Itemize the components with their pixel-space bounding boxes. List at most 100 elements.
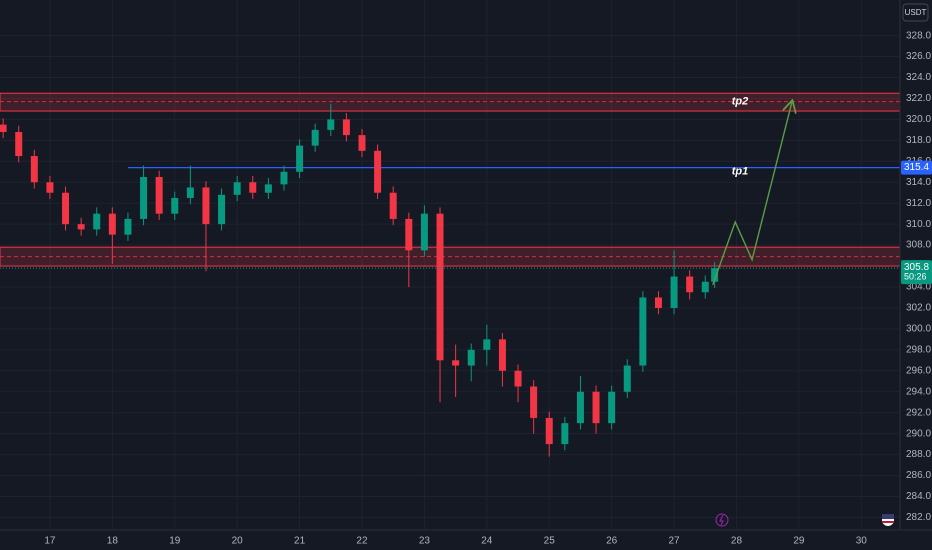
candle-body: [452, 360, 460, 366]
candle-body: [46, 182, 54, 193]
candle-body: [77, 224, 85, 230]
candle-body: [0, 124, 7, 132]
candle-body: [202, 187, 210, 225]
flag-part: [882, 521, 894, 523]
candle-body: [233, 182, 241, 195]
level-line-label: tp1: [732, 165, 749, 177]
candle-body: [654, 297, 662, 308]
plot-area: tp2 tp1: [0, 92, 901, 457]
y-tick-label: 290.0: [906, 428, 931, 439]
candle-body: [358, 135, 366, 151]
x-tick-label: 23: [419, 536, 431, 547]
x-tick-label: 25: [544, 536, 556, 547]
x-tick-label: 20: [232, 536, 244, 547]
event-icon[interactable]: [715, 513, 729, 527]
candle-body: [623, 365, 631, 392]
flag-part: [882, 514, 894, 519]
y-tick-label: 288.0: [906, 449, 931, 460]
labels: 282.0 284.0 286.0 288.0 290.0 292.0 294.0 296.0…: [44, 30, 932, 547]
candle-body: [498, 339, 506, 371]
candle-body: [670, 276, 678, 308]
candle-body: [342, 119, 350, 136]
candle-body: [264, 184, 272, 193]
level-price-label: 315.4: [904, 162, 929, 173]
y-tick-label: 294.0: [906, 386, 931, 397]
candle-body: [124, 218, 132, 235]
y-tick-label: 284.0: [906, 491, 931, 502]
candle-body: [62, 192, 70, 225]
y-tick-label: 308.0: [906, 240, 931, 251]
candle-body: [514, 370, 522, 387]
y-tick-label: 302.0: [906, 303, 931, 314]
x-tick-label: 18: [107, 536, 119, 547]
candle-body: [711, 268, 719, 282]
y-tick-label: 300.0: [906, 324, 931, 335]
candle-body: [467, 349, 475, 366]
x-tick-label: 28: [731, 536, 743, 547]
y-tick-label: 318.0: [906, 135, 931, 146]
candle-body: [296, 145, 304, 172]
candle-body: [530, 386, 538, 418]
y-tick-label: 326.0: [906, 51, 931, 62]
candle-body: [405, 218, 413, 251]
x-tick-label: 27: [669, 536, 681, 547]
x-tick-label: 29: [793, 536, 805, 547]
countdown: 50:26: [904, 272, 927, 282]
candle-body: [218, 194, 226, 225]
y-tick-label: 282.0: [906, 512, 931, 523]
candle-body: [311, 129, 319, 146]
candle-body: [545, 417, 553, 445]
y-tick-label: 322.0: [906, 93, 931, 104]
candle-body: [93, 213, 101, 230]
candle-body: [701, 281, 709, 293]
candle-body: [374, 150, 382, 193]
candle-body: [171, 197, 179, 214]
y-tick-label: 310.0: [906, 219, 931, 230]
x-tick-label: 17: [44, 536, 56, 547]
candle-body: [155, 177, 163, 214]
currency: USDT: [905, 8, 927, 17]
candle-body: [108, 213, 116, 235]
zone: [0, 92, 901, 112]
y-tick-label: 304.0: [906, 282, 931, 293]
candle-body: [389, 192, 397, 219]
zone-label: tp2: [732, 96, 749, 108]
candle-body: [249, 182, 257, 193]
y-tick-label: 324.0: [906, 72, 931, 83]
y-tick-label: 296.0: [906, 365, 931, 376]
currency-box[interactable]: [902, 3, 929, 22]
y-tick-label: 312.0: [906, 198, 931, 209]
y-tick-label: 328.0: [906, 30, 931, 41]
candle-body: [639, 297, 647, 366]
x-tick-label: 30: [856, 536, 868, 547]
event-bolt: [719, 514, 724, 526]
candle-body: [592, 391, 600, 424]
x-tick-label: 21: [294, 536, 306, 547]
candle-body: [327, 119, 335, 130]
candle-body: [436, 213, 444, 361]
candle-body: [280, 171, 288, 185]
y-tick-label: 314.0: [906, 177, 931, 188]
axes: USDT: [0, 0, 932, 531]
x-tick-label: 26: [606, 536, 618, 547]
candle-body: [576, 391, 584, 424]
last-price-box: [901, 260, 932, 285]
y-tick-label: 286.0: [906, 470, 931, 481]
y-tick-label: 298.0: [906, 344, 931, 355]
candle-body: [483, 339, 491, 350]
y-tick-label: 292.0: [906, 407, 931, 418]
candle-body: [15, 131, 23, 157]
candle-body: [420, 213, 428, 251]
candle-body: [608, 391, 616, 424]
level-price-box: [901, 160, 932, 175]
last-price-label: 305.8: [904, 262, 929, 273]
x-tick-label: 22: [356, 536, 368, 547]
candle-body: [561, 423, 569, 445]
projection-path: [712, 102, 792, 286]
x-tick-label: 24: [481, 536, 493, 547]
candle-body: [686, 276, 694, 293]
candle-body: [30, 156, 38, 183]
